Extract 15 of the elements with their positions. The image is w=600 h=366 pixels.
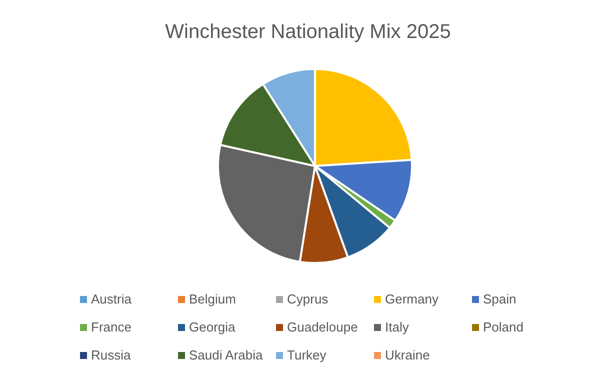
legend-label: Turkey	[287, 347, 327, 362]
legend-label: Cyprus	[287, 291, 329, 306]
legend-label: Belgium	[189, 291, 236, 306]
legend-label: Ukraine	[385, 347, 430, 362]
legend-label: Russia	[91, 347, 132, 362]
legend-label: France	[91, 319, 132, 334]
legend-label: Austria	[91, 291, 132, 306]
legend-label: Germany	[385, 291, 439, 306]
legend-label: Saudi Arabia	[189, 347, 264, 362]
chart-title: Winchester Nationality Mix 2025	[165, 21, 451, 43]
legend-label: Poland	[483, 319, 524, 334]
legend-label: Guadeloupe	[287, 319, 358, 334]
legend-label: Georgia	[189, 319, 236, 334]
legend-label: Italy	[385, 319, 410, 334]
legend-label: Spain	[483, 291, 516, 306]
